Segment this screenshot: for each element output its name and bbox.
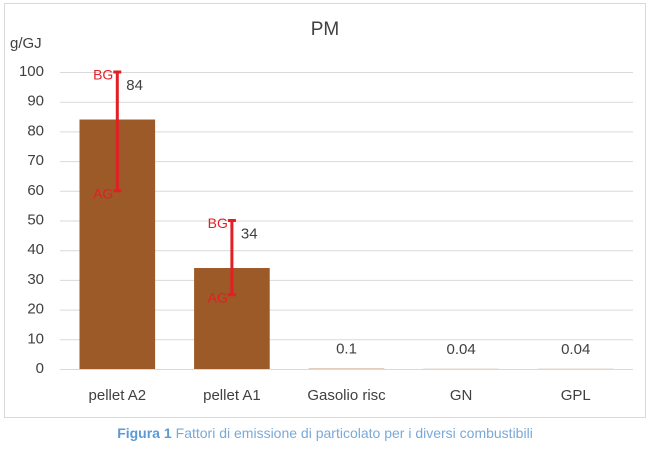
y-tick-label: 30 [27, 271, 44, 288]
data-label: 0.1 [336, 341, 357, 358]
y-tick-label: 70 [27, 152, 44, 169]
y-tick-label: 0 [36, 360, 44, 377]
x-tick-label: Gasolio risc [307, 387, 386, 404]
y-tick-label: 90 [27, 93, 44, 110]
y-tick-label: 10 [27, 330, 44, 347]
error-low-label: AG [93, 186, 113, 202]
y-tick-label: 50 [27, 211, 44, 228]
error-low-label: AG [208, 289, 228, 305]
y-tick-label: 20 [27, 301, 44, 318]
y-tick-label: 60 [27, 182, 44, 199]
chart-title: PM [311, 19, 340, 40]
data-label: 84 [126, 77, 143, 94]
y-tick-label: 100 [19, 63, 44, 80]
x-tick-label: GPL [561, 387, 591, 404]
caption: Figura 1 Fattori di emissione di particol… [117, 425, 533, 441]
y-tick-label: 80 [27, 122, 44, 139]
x-tick-label: pellet A2 [89, 387, 147, 404]
data-label: 34 [241, 225, 258, 242]
error-high-label: BG [93, 67, 113, 83]
x-tick-label: pellet A1 [203, 387, 261, 404]
data-label: 0.04 [561, 341, 590, 358]
caption-text: Fattori di emissione di particolato per … [176, 425, 533, 441]
data-label: 0.04 [446, 341, 475, 358]
x-tick-label: GN [450, 387, 473, 404]
error-high-label: BG [208, 215, 228, 231]
y-tick-label: 40 [27, 241, 44, 258]
y-axis-label: g/GJ [10, 35, 42, 52]
caption-label: Figura 1 [117, 425, 172, 441]
